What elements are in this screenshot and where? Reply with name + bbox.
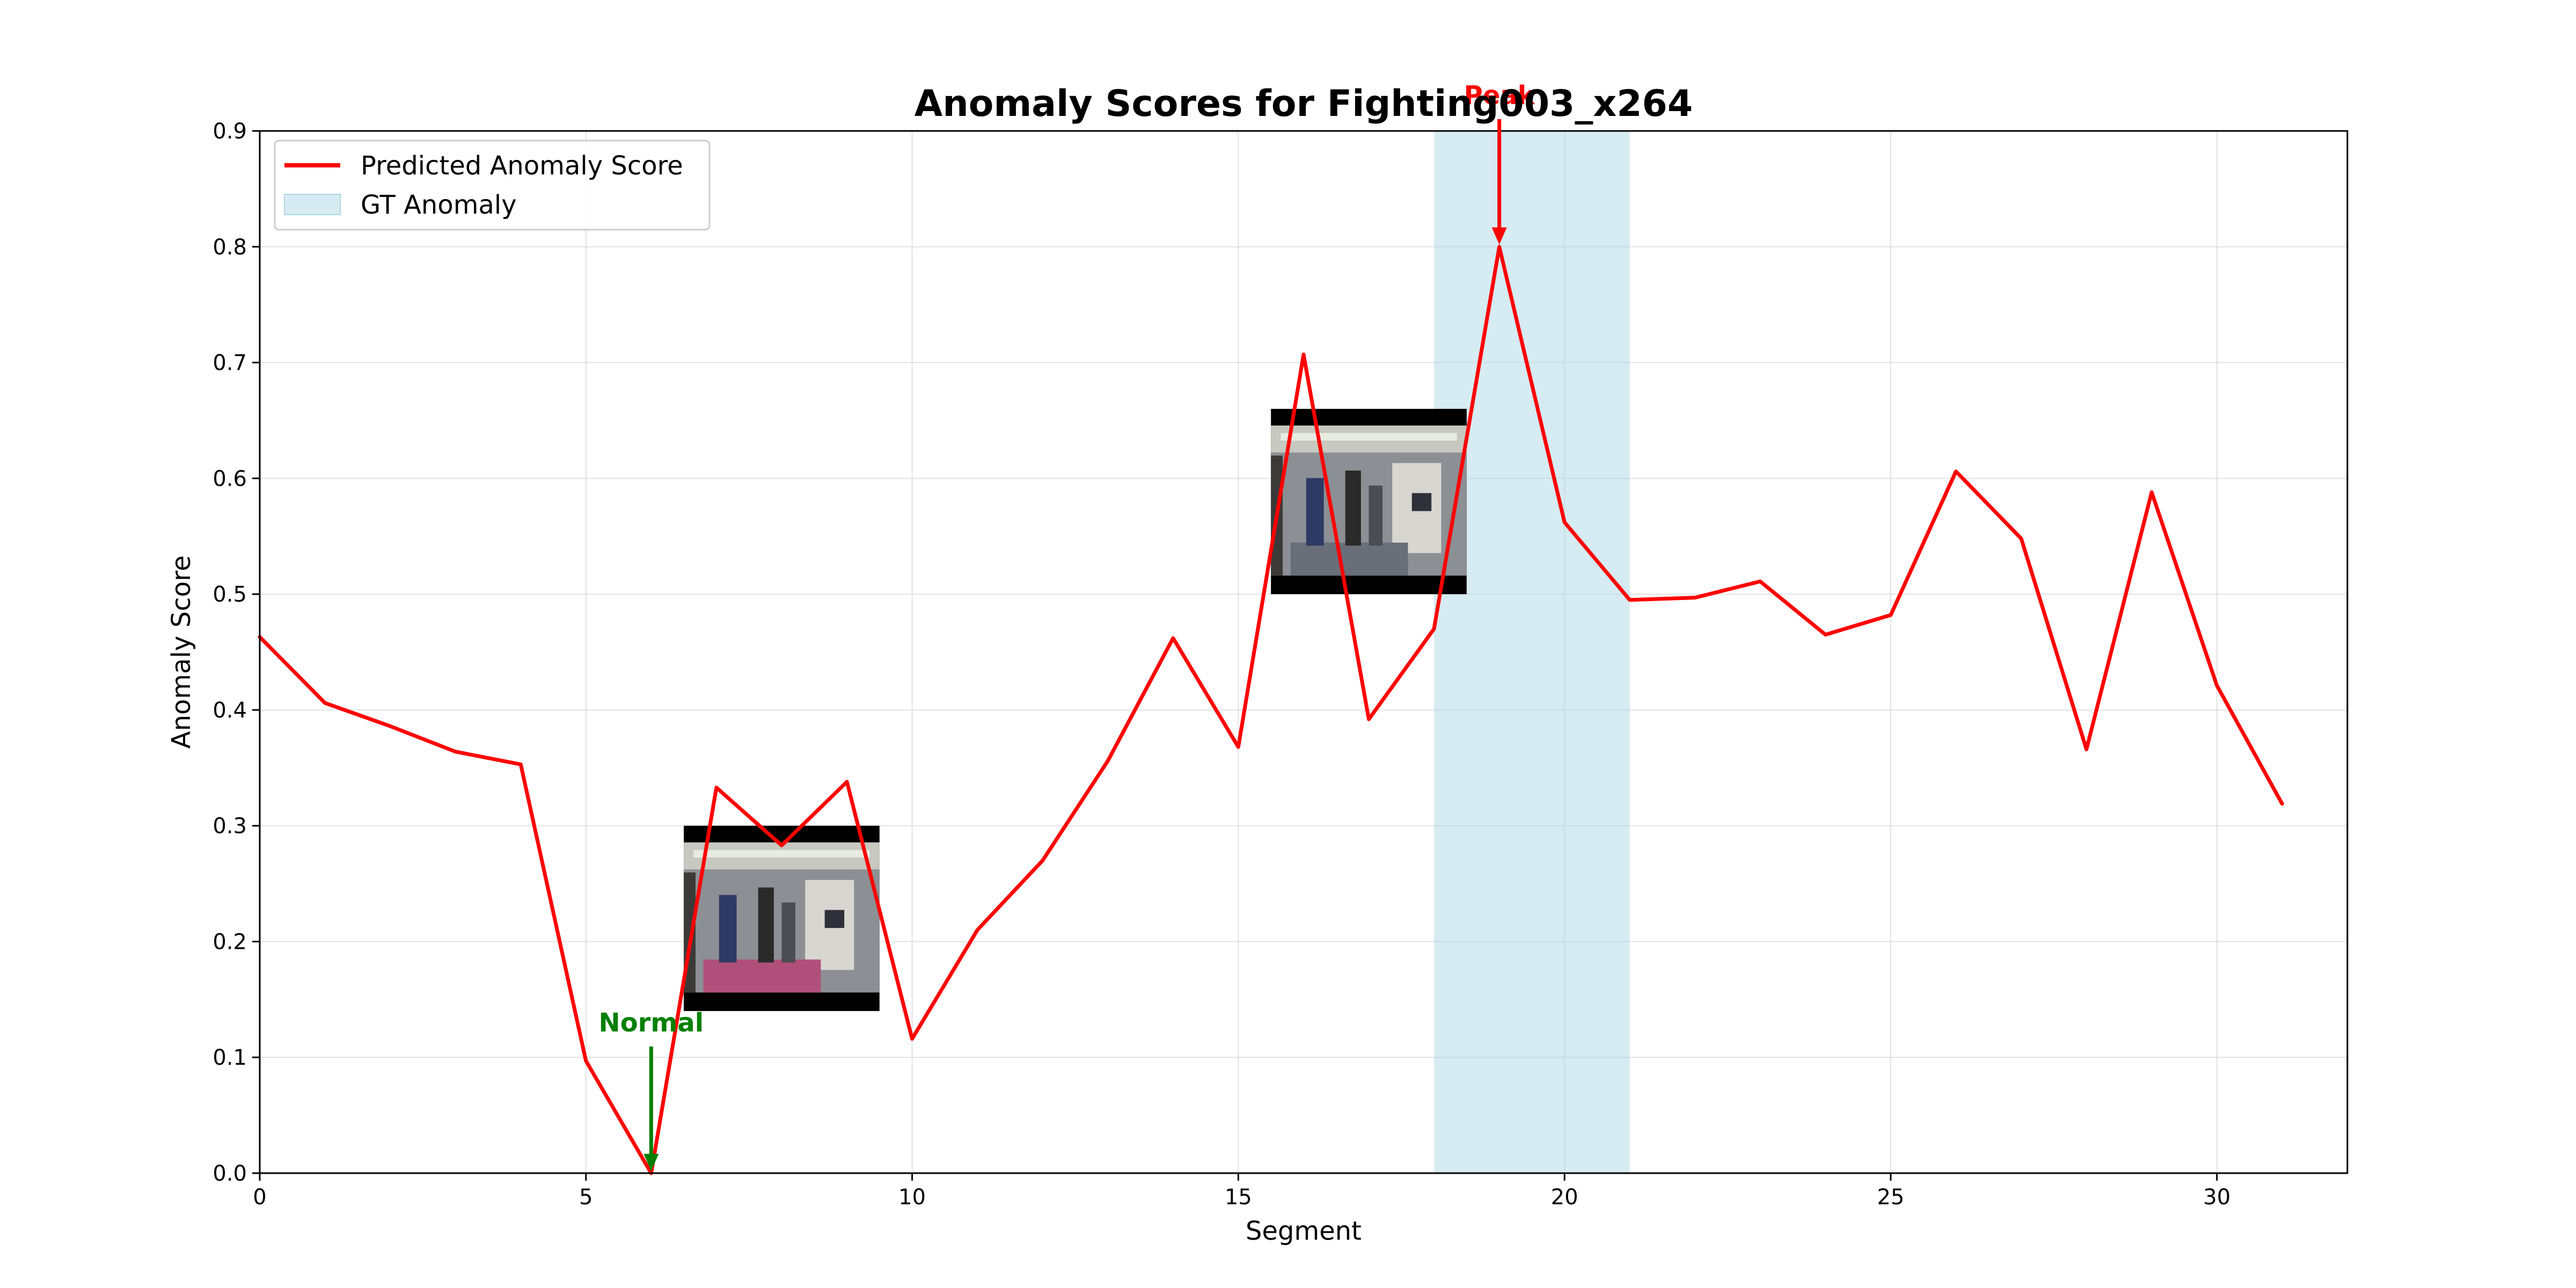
y-tick-label: 0.9 [213,119,247,144]
x-tick-label: 15 [1225,1185,1252,1210]
thumbnail-sign [824,910,845,928]
y-tick-label: 0.1 [213,1045,247,1070]
normal-arrow-head [643,1154,659,1171]
y-tick-label: 0.3 [213,814,247,839]
thumbnail-person [1345,470,1361,546]
y-tick-label: 0.8 [213,235,247,260]
x-tick-label: 20 [1551,1185,1578,1210]
chart-title: Anomaly Scores for Fighting003_x264 [914,83,1693,125]
thumbnail-person [758,887,774,963]
x-tick-label: 5 [579,1185,592,1210]
annotations: Peak Normal [599,80,1535,1171]
thumbnail-person [781,902,796,963]
legend-label-predicted: Predicted Anomaly Score [361,151,683,181]
x-axis-label: Segment [1246,1216,1362,1246]
axis-ticks: 0 5 10 15 20 25 30 0.0 0.1 0.2 0.3 0.4 0.5 0.6 0.7 0.8 0… [213,119,2230,1210]
x-tick-label: 10 [898,1185,926,1210]
video-frame-thumbnail [1271,408,1467,595]
thumbnail-person [1368,485,1383,546]
y-axis-label: Anomaly Score [166,555,196,749]
peak-arrow-head [1491,227,1507,245]
normal-annotation-label: Normal [599,1008,704,1038]
y-tick-label: 0.4 [213,698,247,723]
predicted-anomaly-score-line [258,245,2284,1175]
x-tick-label: 25 [1877,1185,1905,1210]
gt-anomaly-band-group [1434,131,1630,1173]
y-tick-label: 0.2 [213,930,247,954]
video-frame-thumbnail [684,825,880,1011]
thumbnail-floor [1290,543,1408,576]
y-tick-label: 0.5 [213,582,247,607]
legend-label-gt: GT Anomaly [361,190,517,220]
y-tick-label: 0.7 [213,351,247,376]
thumbnail-lights [1280,433,1457,441]
legend-box [274,140,711,231]
peak-annotation-label: Peak [1464,80,1535,111]
y-tick-label: 0.6 [213,466,247,491]
gt-anomaly-band [1434,131,1630,1173]
thumbnail-person [719,895,737,963]
axes-frame [259,130,2348,1174]
thumbnail-person [1306,478,1324,546]
thumbnail-floor [703,959,821,993]
legend-patch-swatch [284,194,341,215]
thumbnail-lights [693,850,870,858]
thumbnail-group [684,408,1467,1011]
legend: Predicted Anomaly Score GT Anomaly [274,140,711,231]
y-tick-label: 0.0 [213,1161,247,1186]
thumbnail-sign [1411,493,1432,511]
series-group [258,245,2284,1175]
x-tick-label: 0 [253,1185,266,1210]
x-tick-label: 30 [2203,1185,2230,1210]
